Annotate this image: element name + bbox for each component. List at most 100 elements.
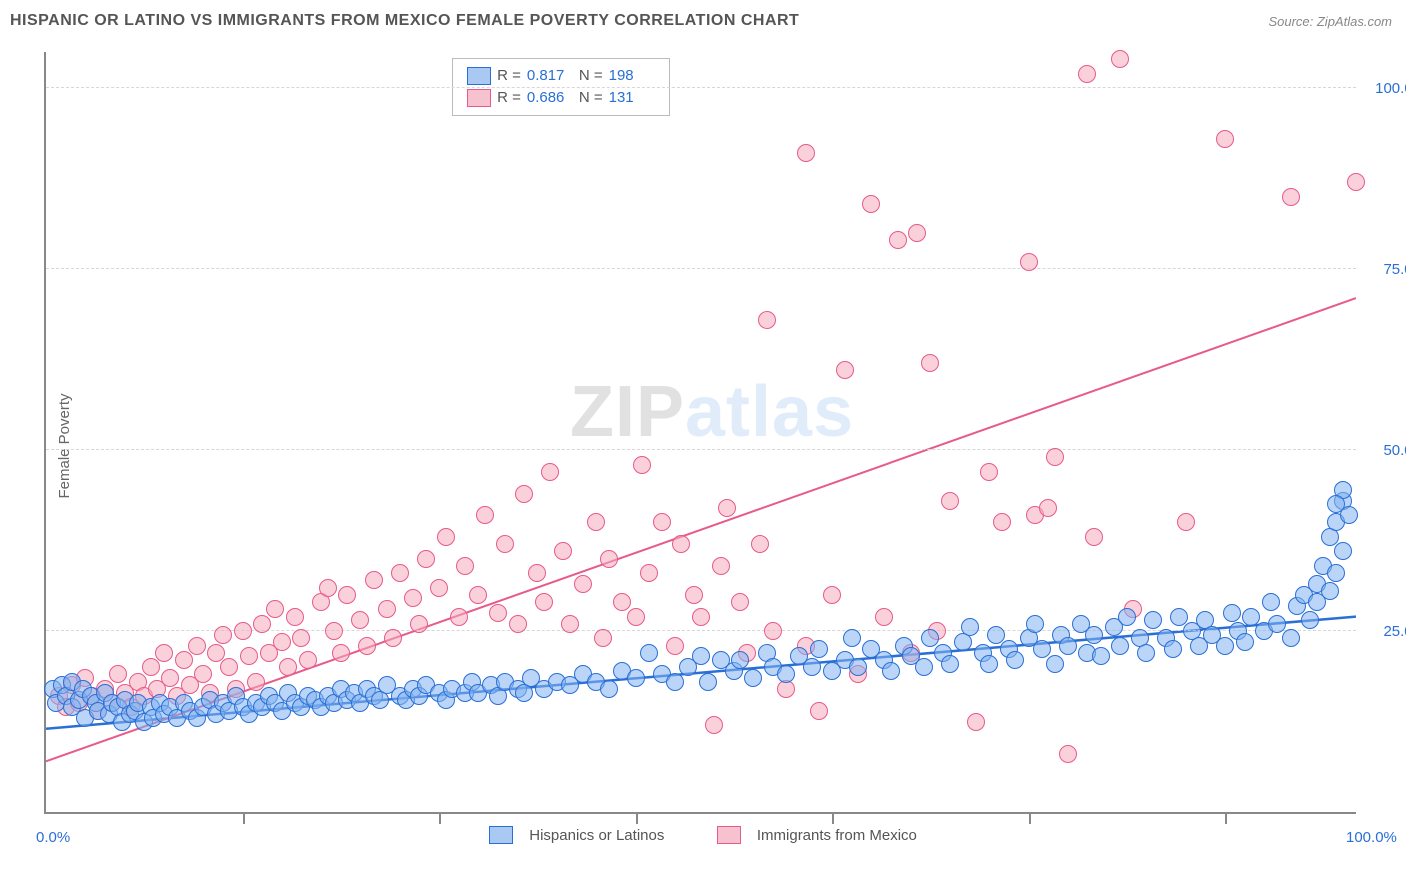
data-point [980, 463, 998, 481]
data-point [338, 586, 356, 604]
data-point [1020, 253, 1038, 271]
data-point [640, 564, 658, 582]
data-point [980, 655, 998, 673]
data-point [188, 637, 206, 655]
data-point [594, 629, 612, 647]
data-point [587, 513, 605, 531]
data-point [751, 535, 769, 553]
data-point [731, 651, 749, 669]
data-point [843, 629, 861, 647]
data-point [161, 669, 179, 687]
data-point [731, 593, 749, 611]
data-point [1268, 615, 1286, 633]
data-point [1282, 629, 1300, 647]
data-point [378, 600, 396, 618]
swatch-blue [467, 67, 491, 85]
data-point [1327, 564, 1345, 582]
data-point [915, 658, 933, 676]
data-point [194, 665, 212, 683]
data-point [758, 311, 776, 329]
x-minor-tick [832, 812, 834, 824]
data-point [987, 626, 1005, 644]
data-point [1111, 50, 1129, 68]
data-point [489, 604, 507, 622]
data-point [889, 231, 907, 249]
data-point [273, 633, 291, 651]
data-point [384, 629, 402, 647]
legend-label-pink: Immigrants from Mexico [757, 827, 917, 844]
data-point [777, 665, 795, 683]
x-minor-tick [1225, 812, 1227, 824]
data-point [220, 658, 238, 676]
data-point [1334, 542, 1352, 560]
data-point [810, 702, 828, 720]
stats-row-pink: R = 0.686 N = 131 [467, 87, 655, 109]
r-label: R = [497, 65, 521, 87]
data-point [1282, 188, 1300, 206]
data-point [993, 513, 1011, 531]
data-point [142, 658, 160, 676]
series-legend: Hispanics or Latinos Immigrants from Mex… [0, 826, 1406, 844]
legend-label-blue: Hispanics or Latinos [529, 827, 664, 844]
x-minor-tick [243, 812, 245, 824]
data-point [1223, 604, 1241, 622]
data-point [554, 542, 572, 560]
data-point [1170, 608, 1188, 626]
data-point [286, 608, 304, 626]
data-point [1085, 528, 1103, 546]
data-point [908, 224, 926, 242]
data-point [109, 665, 127, 683]
watermark-part1: ZIP [570, 372, 685, 452]
data-point [627, 608, 645, 626]
data-point [1059, 637, 1077, 655]
data-point [921, 354, 939, 372]
data-point [1039, 499, 1057, 517]
data-point [1321, 582, 1339, 600]
data-point [744, 669, 762, 687]
data-point [1347, 173, 1365, 191]
data-point [417, 550, 435, 568]
data-point [515, 485, 533, 503]
data-point [1026, 615, 1044, 633]
swatch-pink [467, 89, 491, 107]
y-tick-label: 25.0% [1362, 623, 1406, 640]
data-point [685, 586, 703, 604]
data-point [404, 589, 422, 607]
data-point [640, 644, 658, 662]
y-tick-label: 50.0% [1362, 442, 1406, 459]
data-point [666, 637, 684, 655]
swatch-pink [717, 826, 741, 844]
data-point [240, 647, 258, 665]
data-point [1059, 745, 1077, 763]
r-value-pink: 0.686 [527, 87, 573, 109]
data-point [705, 716, 723, 734]
data-point [410, 615, 428, 633]
data-point [247, 673, 265, 691]
data-point [155, 644, 173, 662]
data-point [469, 586, 487, 604]
x-minor-tick [1029, 812, 1031, 824]
data-point [234, 622, 252, 640]
r-value-blue: 0.817 [527, 65, 573, 87]
n-label: N = [579, 87, 603, 109]
data-point [1006, 651, 1024, 669]
data-point [921, 629, 939, 647]
data-point [574, 575, 592, 593]
data-point [1301, 611, 1319, 629]
n-value-pink: 131 [609, 87, 655, 109]
data-point [692, 608, 710, 626]
data-point [1085, 626, 1103, 644]
data-point [1177, 513, 1195, 531]
data-point [1144, 611, 1162, 629]
data-point [528, 564, 546, 582]
gridline [46, 449, 1356, 450]
data-point [266, 600, 284, 618]
data-point [666, 673, 684, 691]
data-point [692, 647, 710, 665]
data-point [600, 550, 618, 568]
data-point [1111, 637, 1129, 655]
source-label: Source: ZipAtlas.com [1268, 14, 1392, 29]
data-point [1327, 495, 1345, 513]
data-point [1242, 608, 1260, 626]
chart-title: HISPANIC OR LATINO VS IMMIGRANTS FROM ME… [10, 12, 799, 30]
